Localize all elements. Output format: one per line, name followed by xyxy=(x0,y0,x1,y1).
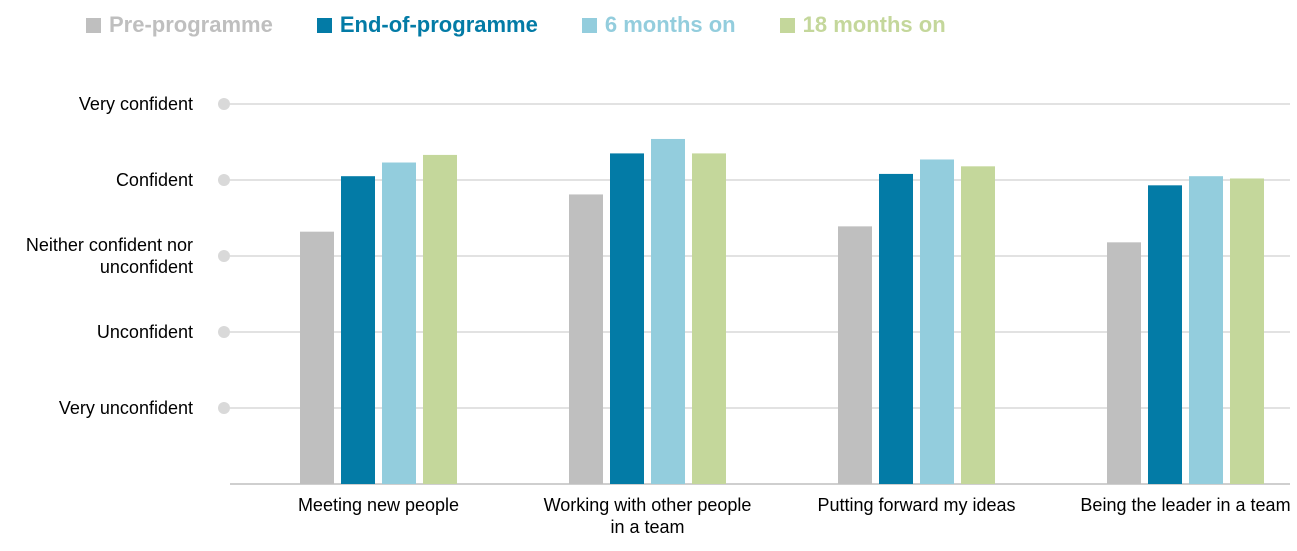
legend-item: Pre-programme xyxy=(86,12,273,38)
bar xyxy=(961,166,995,484)
tick-marker xyxy=(218,174,230,186)
bar xyxy=(879,173,913,485)
bar xyxy=(1230,178,1264,485)
x-tick-label: Putting forward my ideas xyxy=(817,495,1016,515)
tick-marker xyxy=(218,402,230,414)
bar xyxy=(651,138,685,484)
bar xyxy=(569,194,603,484)
legend-swatch xyxy=(779,17,795,33)
bar xyxy=(300,231,334,484)
legend-label: 18 months on xyxy=(802,12,946,37)
legend-swatch xyxy=(581,17,597,33)
bar xyxy=(692,153,726,484)
legend: Pre-programme End-of-programme 6 months on… xyxy=(86,12,946,38)
x-tick-label: Meeting new people xyxy=(297,495,460,515)
bar xyxy=(920,159,954,485)
bar xyxy=(382,162,416,484)
y-tick-label: Very unconfident xyxy=(58,398,193,418)
tick-marker xyxy=(218,326,230,338)
legend-item: 6 months on xyxy=(581,12,736,38)
tick-marker xyxy=(218,98,230,110)
x-tick-label: Being the leader in a team xyxy=(1080,495,1291,515)
legend-label: 6 months on xyxy=(604,12,736,37)
y-tick-label: Unconfident xyxy=(96,322,193,342)
y-tick-label: Very confident xyxy=(78,94,193,114)
y-tick-label: Confident xyxy=(115,170,193,190)
legend-label: Pre-programme xyxy=(109,12,273,37)
y-tick-label: Neither confident nor unconfident xyxy=(25,235,193,277)
legend-item: End-of-programme xyxy=(316,12,538,38)
legend-item: 18 months on xyxy=(779,12,946,38)
bar xyxy=(838,226,872,485)
legend-label: End-of-programme xyxy=(339,12,538,37)
bar xyxy=(1107,242,1141,484)
bar xyxy=(1189,176,1223,484)
bar xyxy=(423,154,457,485)
tick-marker xyxy=(218,250,230,262)
legend-swatch xyxy=(316,17,332,33)
bar xyxy=(610,153,644,484)
bar xyxy=(1148,185,1182,484)
bar xyxy=(341,176,375,484)
x-tick-label: Working with other people in a team xyxy=(543,495,752,537)
legend-swatch xyxy=(86,17,101,33)
